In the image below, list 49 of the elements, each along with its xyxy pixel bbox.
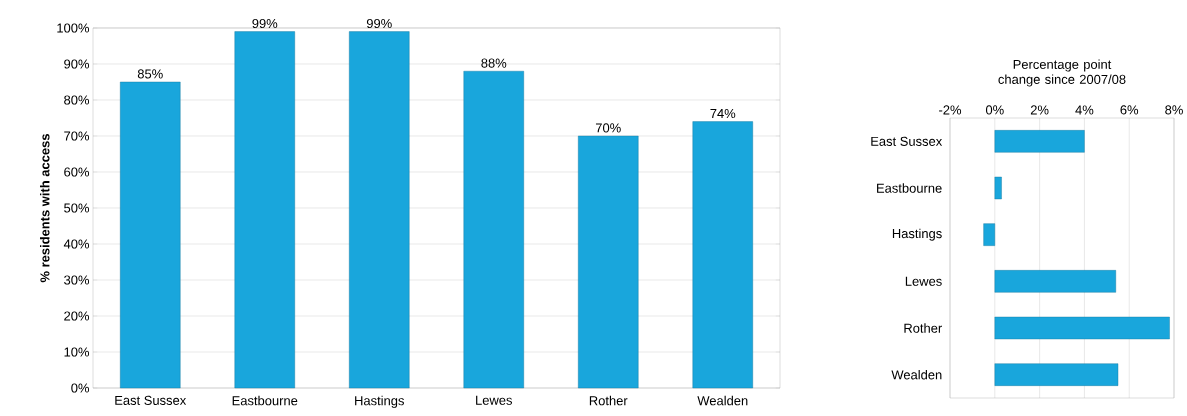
data-label: 99% — [252, 18, 278, 29]
data-label: 85% — [137, 69, 163, 79]
bar — [234, 31, 295, 389]
x-tick-label: East Sussex — [115, 395, 187, 405]
bar — [463, 71, 524, 389]
y-tick-label: Hastings — [892, 228, 942, 241]
bar — [983, 223, 996, 246]
bar — [994, 176, 1002, 200]
y-tick-label: Wealden — [891, 369, 942, 380]
bar — [120, 81, 181, 389]
y-tick-label: 60% — [64, 167, 90, 177]
data-label: 88% — [481, 58, 507, 68]
x-tick-label: 6% — [1120, 105, 1139, 115]
x-tick-label: 0% — [985, 105, 1004, 115]
chart-title: Percentage point change since 2007/08 — [998, 59, 1126, 87]
y-tick-label: 30% — [64, 275, 90, 285]
bar — [994, 363, 1119, 386]
bar — [578, 135, 639, 389]
y-tick-label: Eastbourne — [877, 183, 942, 193]
y-tick-label: Rother — [904, 323, 943, 333]
x-tick-label: 4% — [1075, 105, 1094, 115]
x-tick-label: Eastbourne — [232, 395, 298, 406]
x-tick-label: Rother — [589, 395, 628, 406]
bar — [994, 270, 1116, 293]
y-tick-label: East Sussex — [871, 136, 943, 146]
x-tick-label: Wealden — [697, 395, 748, 406]
y-tick-label: 50% — [64, 203, 90, 213]
y-tick-label: 80% — [64, 95, 90, 105]
y-tick-label: 0% — [71, 383, 90, 393]
y-tick-label: 20% — [64, 311, 90, 321]
bar — [994, 130, 1085, 153]
y-tick-label: 10% — [64, 347, 90, 357]
y-tick-label: 70% — [64, 131, 90, 141]
x-tick-label: 8% — [1165, 105, 1183, 115]
x-tick-label: Hastings — [355, 395, 404, 408]
x-tick-label: -2% — [939, 105, 962, 115]
y-tick-label: Lewes — [905, 276, 942, 286]
bar — [692, 121, 753, 389]
y-tick-label: 100% — [57, 23, 90, 33]
data-label: 99% — [366, 18, 392, 29]
y-axis-title: % residents with access — [40, 134, 50, 283]
x-tick-label: 2% — [1030, 105, 1049, 115]
bar — [994, 316, 1170, 340]
x-tick-label: Lewes — [476, 395, 513, 405]
data-label: 70% — [595, 123, 621, 133]
bar — [349, 31, 410, 389]
y-tick-label: 40% — [63, 239, 90, 249]
y-tick-label: 90% — [64, 59, 90, 69]
data-label: 74% — [710, 109, 736, 119]
